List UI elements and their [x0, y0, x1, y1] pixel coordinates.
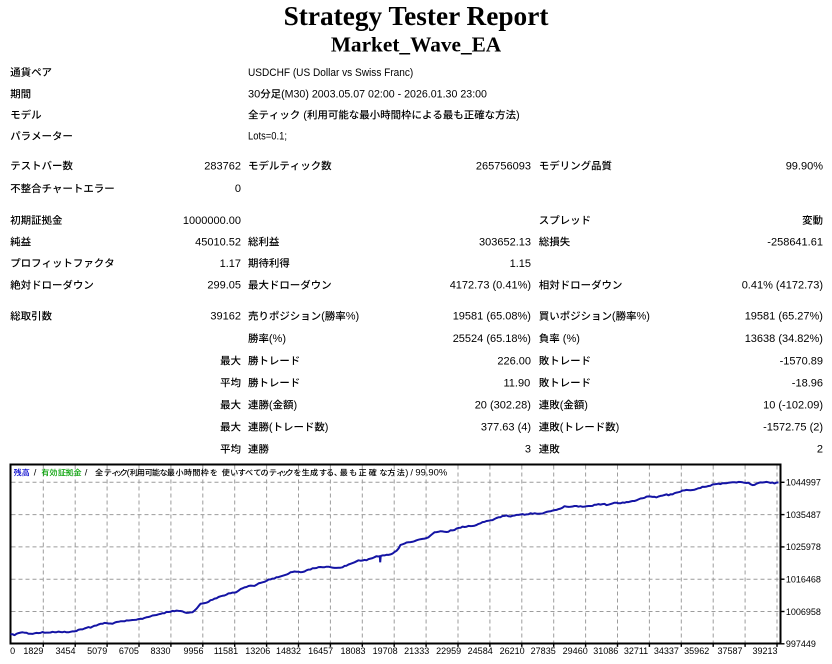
svg-text:31086: 31086: [593, 646, 618, 656]
svg-text:1016468: 1016468: [786, 575, 821, 585]
svg-text:99.90%: 99.90%: [786, 160, 824, 172]
svg-text:39213: 39213: [752, 646, 777, 656]
svg-text:226.00: 226.00: [497, 355, 531, 367]
svg-text:29460: 29460: [563, 646, 588, 656]
svg-text:USDCHF (US Dollar vs Swiss Fra: USDCHF (US Dollar vs Swiss Franc): [248, 67, 413, 79]
svg-text:(M30) 2003.05.07 02:00 - 2026.: (M30) 2003.05.07 02:00 - 2026.01.30 23:0…: [281, 89, 487, 101]
svg-text:3: 3: [525, 444, 531, 456]
svg-text:1000000.00: 1000000.00: [183, 215, 241, 227]
svg-text:30: 30: [248, 89, 260, 101]
svg-text:/: /: [34, 467, 37, 478]
svg-text:303652.13: 303652.13: [479, 236, 531, 248]
svg-text:26210: 26210: [500, 646, 525, 656]
svg-text:%): %): [346, 311, 359, 323]
svg-text:299.05: 299.05: [207, 280, 241, 292]
svg-text:377.63 (4): 377.63 (4): [481, 422, 531, 434]
svg-text:(%): (%): [563, 333, 580, 345]
svg-text:(: (: [269, 400, 273, 412]
svg-text:24584: 24584: [468, 646, 493, 656]
svg-text:8330: 8330: [150, 646, 170, 656]
svg-text:13638 (34.82%): 13638 (34.82%): [745, 333, 823, 345]
svg-text:9956: 9956: [183, 646, 203, 656]
svg-text:(: (: [560, 400, 564, 412]
svg-text:37587: 37587: [717, 646, 742, 656]
svg-text:27835: 27835: [531, 646, 556, 656]
svg-text:16457: 16457: [308, 646, 333, 656]
svg-text:39162: 39162: [210, 311, 241, 323]
svg-text:0.41% (4172.73): 0.41% (4172.73): [742, 280, 823, 292]
svg-text:): ): [405, 467, 408, 478]
svg-text:13206: 13206: [245, 646, 270, 656]
svg-text:35962: 35962: [684, 646, 709, 656]
svg-text:99.90%: 99.90%: [415, 467, 447, 478]
svg-text:2: 2: [817, 444, 823, 456]
svg-text:(: (: [303, 110, 307, 122]
svg-text:): ): [294, 400, 298, 412]
svg-text:11.90: 11.90: [504, 377, 531, 389]
svg-text:11581: 11581: [214, 646, 238, 656]
svg-text:1829: 1829: [23, 646, 43, 656]
svg-text:32711: 32711: [624, 646, 648, 656]
svg-text:-1572.75 (2): -1572.75 (2): [763, 422, 823, 434]
svg-text:(: (: [321, 311, 325, 323]
svg-text:Strategy Tester Report: Strategy Tester Report: [284, 1, 549, 31]
svg-text:22959: 22959: [436, 646, 461, 656]
svg-text:-258641.61: -258641.61: [767, 236, 823, 248]
svg-text:5079: 5079: [87, 646, 107, 656]
svg-text:14832: 14832: [276, 646, 301, 656]
svg-text:283762: 283762: [204, 160, 241, 172]
svg-text:25524 (65.18%): 25524 (65.18%): [453, 333, 531, 345]
svg-text:997449: 997449: [786, 639, 816, 649]
svg-text:1.15: 1.15: [510, 258, 531, 270]
svg-text:1006958: 1006958: [786, 607, 821, 617]
svg-text:(: (: [560, 422, 564, 434]
svg-text:19581 (65.27%): 19581 (65.27%): [745, 311, 823, 323]
svg-text:(%): (%): [269, 333, 286, 345]
svg-text:6705: 6705: [119, 646, 139, 656]
svg-text:18083: 18083: [340, 646, 365, 656]
svg-text:Market_Wave_EA: Market_Wave_EA: [331, 33, 502, 57]
svg-text:-18.96: -18.96: [792, 377, 823, 389]
svg-text:): ): [516, 110, 520, 122]
svg-text:/: /: [85, 467, 88, 478]
svg-text:1.17: 1.17: [220, 258, 241, 270]
svg-text:10 (-102.09): 10 (-102.09): [763, 400, 823, 412]
svg-text:265756093: 265756093: [476, 160, 531, 172]
svg-text:19708: 19708: [373, 646, 398, 656]
svg-text:(: (: [127, 467, 131, 478]
svg-text:): ): [584, 400, 588, 412]
svg-text:20 (302.28): 20 (302.28): [475, 400, 531, 412]
svg-text:): ): [616, 422, 620, 434]
svg-text:%): %): [637, 311, 650, 323]
svg-text:45010.52: 45010.52: [195, 236, 241, 248]
svg-text:1044997: 1044997: [786, 478, 821, 488]
svg-text:21333: 21333: [404, 646, 429, 656]
svg-text:4172.73 (0.41%): 4172.73 (0.41%): [450, 280, 531, 292]
svg-text:(: (: [612, 311, 616, 323]
svg-text:): ): [325, 422, 329, 434]
svg-text:19581 (65.08%): 19581 (65.08%): [453, 311, 531, 323]
svg-text:0: 0: [10, 646, 15, 656]
svg-text:/: /: [410, 467, 413, 478]
svg-text:(: (: [269, 422, 273, 434]
svg-text:34337: 34337: [654, 646, 679, 656]
svg-text:0: 0: [235, 183, 241, 195]
svg-text:3454: 3454: [55, 646, 75, 656]
svg-text:-1570.89: -1570.89: [780, 355, 823, 367]
svg-text:Lots=0.1;: Lots=0.1;: [248, 131, 287, 143]
svg-text:1035487: 1035487: [786, 510, 821, 520]
svg-text:1025978: 1025978: [786, 542, 821, 552]
